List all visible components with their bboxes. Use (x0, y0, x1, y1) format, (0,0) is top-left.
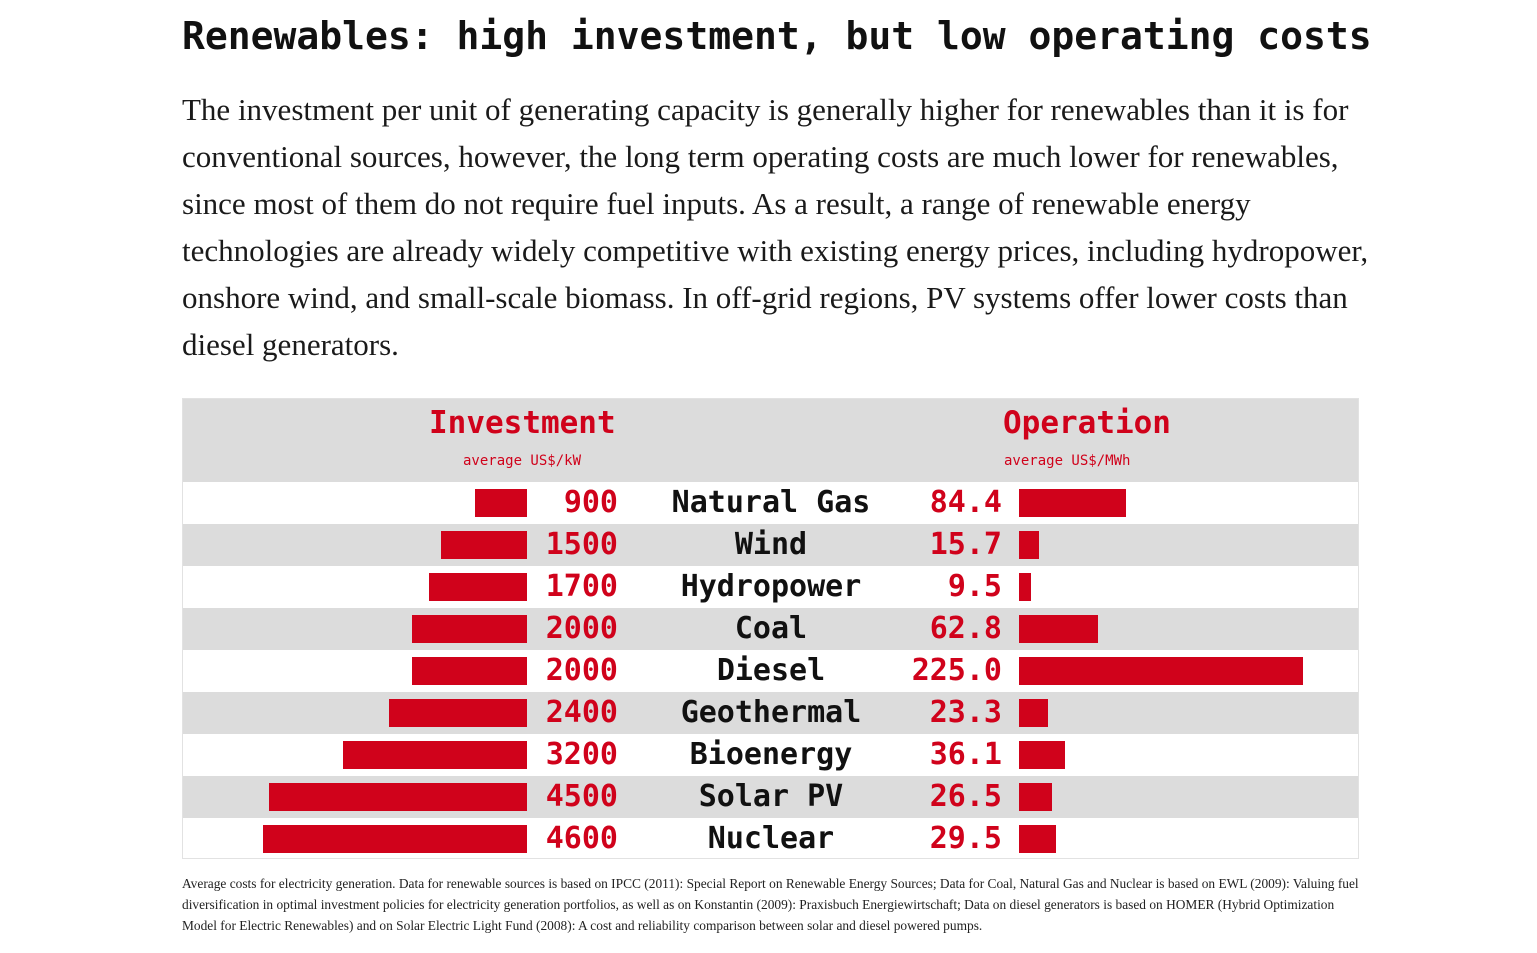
table-row: 900 Natural Gas 84.4 (183, 482, 1358, 524)
operation-bar (1019, 657, 1303, 685)
table-row: 1500 Wind 15.7 (183, 524, 1358, 566)
operation-value-label: 29.5 (929, 821, 1002, 856)
investment-value-label: 900 (563, 485, 618, 520)
operation-bar (1019, 741, 1065, 769)
operation-value-label: 9.5 (947, 569, 1002, 604)
table-row: 2400 Geothermal 23.3 (183, 692, 1358, 734)
investment-bar (343, 741, 527, 769)
operation-value-label: 26.5 (929, 779, 1002, 814)
category-label: Natural Gas (671, 485, 871, 520)
category-label: Wind (734, 527, 808, 562)
investment-value-label: 4500 (545, 779, 618, 814)
investment-value-label: 2400 (545, 695, 618, 730)
category-label: Solar PV (698, 779, 844, 814)
category-label: Nuclear (707, 821, 835, 856)
page-title: Renewables: high investment, but low ope… (182, 14, 1372, 58)
investment-bar (440, 531, 527, 559)
table-row: 1700 Hydropower 9.5 (183, 566, 1358, 608)
operation-value-label: 62.8 (929, 611, 1002, 646)
investment-bar (268, 783, 527, 811)
category-label: Geothermal (680, 695, 862, 730)
chart-rows: 900 Natural Gas 84.4 1500 Wind 15.7 1700 Hydrop… (183, 482, 1358, 860)
chart-header: Investment average US$/kW Operation aver… (183, 399, 1358, 482)
investment-value-label: 2000 (545, 653, 618, 688)
cost-comparison-chart: Investment average US$/kW Operation aver… (182, 398, 1359, 859)
operation-bar (1019, 699, 1049, 727)
operation-value-label: 23.3 (929, 695, 1002, 730)
source-footnote: Average costs for electricity generation… (182, 876, 1359, 933)
category-label: Hydropower (680, 569, 862, 604)
operation-bar (1019, 615, 1099, 643)
table-row: 2000 Diesel 225.0 (183, 650, 1358, 692)
intro-paragraph: The investment per unit of generating ca… (182, 92, 1369, 362)
operation-bar (1019, 825, 1057, 853)
operation-bar (1019, 531, 1039, 559)
investment-unit: average US$/kW (463, 453, 582, 469)
investment-bar (412, 657, 527, 685)
category-label: Bioenergy (689, 737, 853, 772)
table-row: 3200 Bioenergy 36.1 (183, 734, 1358, 776)
table-row: 4500 Solar PV 26.5 (183, 776, 1358, 818)
category-label: Diesel (716, 653, 826, 688)
table-row: 4600 Nuclear 29.5 (183, 818, 1358, 860)
operation-value-label: 15.7 (929, 527, 1002, 562)
investment-value-label: 3200 (545, 737, 618, 772)
investment-series-name: Investment (429, 405, 616, 441)
investment-value-label: 2000 (545, 611, 618, 646)
operation-bar (1019, 489, 1126, 517)
operation-series-name: Operation (1003, 405, 1171, 441)
operation-unit: average US$/MWh (1004, 453, 1131, 469)
operation-value-label: 84.4 (929, 485, 1002, 520)
investment-bar (389, 699, 527, 727)
investment-bar (263, 825, 527, 853)
investment-value-label: 4600 (545, 821, 618, 856)
operation-value-label: 225.0 (911, 653, 1002, 688)
operation-bar (1019, 783, 1053, 811)
investment-bar (412, 615, 527, 643)
investment-bar (475, 489, 527, 517)
operation-bar (1019, 573, 1031, 601)
table-row: 2000 Coal 62.8 (183, 608, 1358, 650)
investment-value-label: 1500 (545, 527, 618, 562)
operation-value-label: 36.1 (929, 737, 1002, 772)
investment-value-label: 1700 (545, 569, 618, 604)
investment-bar (429, 573, 527, 601)
category-label: Coal (734, 611, 808, 646)
